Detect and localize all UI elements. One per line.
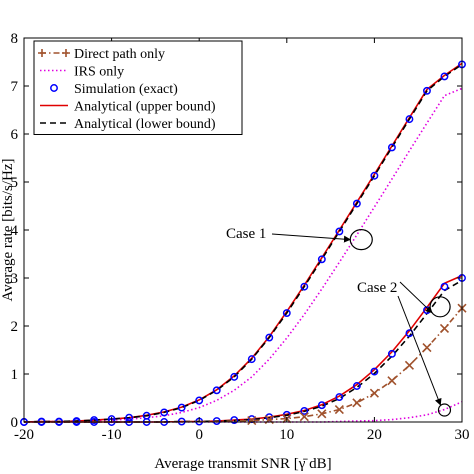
case2-direct-path-marker: [334, 404, 344, 415]
case2-direct-path-marker: [317, 409, 327, 419]
y-tick-label: 6: [11, 127, 19, 143]
case2-label: Case 2: [357, 280, 397, 296]
case2-simulation-point: [370, 367, 379, 376]
case2-direct-path-marker: [299, 412, 309, 422]
legend-swatch: [50, 84, 58, 92]
axes-layer: -20 -10 0 10 20 30 0 1 2 3 4 5 6 7 8: [11, 31, 470, 443]
legend-entry-label: Direct path only: [74, 47, 165, 62]
case2-simulation-point: [335, 393, 344, 401]
case1-circle-point: [335, 227, 344, 236]
case2-circle-lower: [437, 403, 452, 417]
case1-circle-point: [423, 86, 431, 95]
case1-circle-point: [282, 309, 291, 317]
case2-simulation-point: [317, 401, 326, 410]
case1-circle-point: [300, 282, 309, 291]
x-axis-label: Average transmit SNR [γ̄ dB]: [154, 456, 331, 472]
case2-direct-path-marker: [404, 360, 415, 370]
case2-simulation-point: [352, 382, 361, 390]
x-tick-label: -20: [14, 427, 34, 443]
case2-simulation-point: [230, 416, 239, 425]
case1-circle-point: [387, 143, 396, 152]
annotation-layer: Case 1 Case 2: [226, 226, 452, 417]
case1-circle-point: [247, 355, 256, 364]
x-tick-label: 0: [195, 427, 203, 443]
y-tick-label: 5: [11, 175, 19, 191]
case2-direct-path-marker: [439, 323, 450, 333]
legend-marker: [38, 49, 46, 57]
case1-circle-point: [160, 408, 169, 417]
case1-arrow: [271, 233, 351, 243]
y-tick-label: 3: [11, 271, 19, 287]
legend-marker: [62, 49, 70, 57]
legend-entry-label: Simulation (exact): [74, 82, 178, 97]
case2-direct-path-marker: [369, 388, 379, 398]
case2-simulation-point: [387, 349, 396, 358]
case1-circle-point: [265, 333, 274, 342]
case2-direct-path-marker: [422, 343, 432, 353]
x-tick-label: 30: [455, 427, 470, 443]
legend-entry-label: Analytical (upper bound): [74, 100, 216, 115]
y-tick-label: 4: [11, 223, 19, 239]
case2-direct-path-marker: [247, 415, 257, 426]
case2-arrow-upper: [399, 281, 433, 314]
case1-circle-point: [212, 386, 221, 395]
case1-circle-point: [440, 72, 449, 81]
legend-entry-label: IRS only: [74, 65, 124, 80]
y-tick-label: 2: [11, 319, 19, 335]
legend-entry-label: Analytical (lower bound): [74, 117, 216, 132]
case1-circle-point: [405, 115, 414, 124]
y-tick-label: 7: [11, 79, 19, 95]
y-tick-label: 1: [11, 367, 19, 383]
case1-circle-point: [125, 413, 134, 422]
case1-circle-point: [230, 372, 239, 381]
y-axis-label: Average rate [bits/s/Hz]: [0, 159, 16, 302]
y-tick-label: 0: [11, 415, 19, 431]
case2-arrow-lower: [397, 295, 442, 406]
case1-circle-point: [370, 171, 379, 180]
case1-circle-point: [177, 403, 186, 412]
case1-label: Case 1: [226, 226, 266, 242]
x-tick-label: -10: [102, 427, 122, 443]
x-tick-label: 20: [367, 427, 382, 443]
case2-direct-path-marker: [352, 398, 362, 408]
y-tick-label: 8: [11, 31, 19, 47]
case2-direct-path-marker: [387, 376, 397, 386]
x-tick-label: 10: [279, 427, 294, 443]
legend-box: [33, 40, 243, 135]
case1-circle-point: [352, 199, 361, 208]
case2-simulation-point: [440, 282, 449, 291]
case1-circle-point: [195, 396, 204, 405]
case1-circle-point: [317, 255, 326, 264]
case2-simulation-point: [300, 407, 309, 415]
legend: Direct path only IRS only Simulation (exac…: [33, 40, 243, 135]
